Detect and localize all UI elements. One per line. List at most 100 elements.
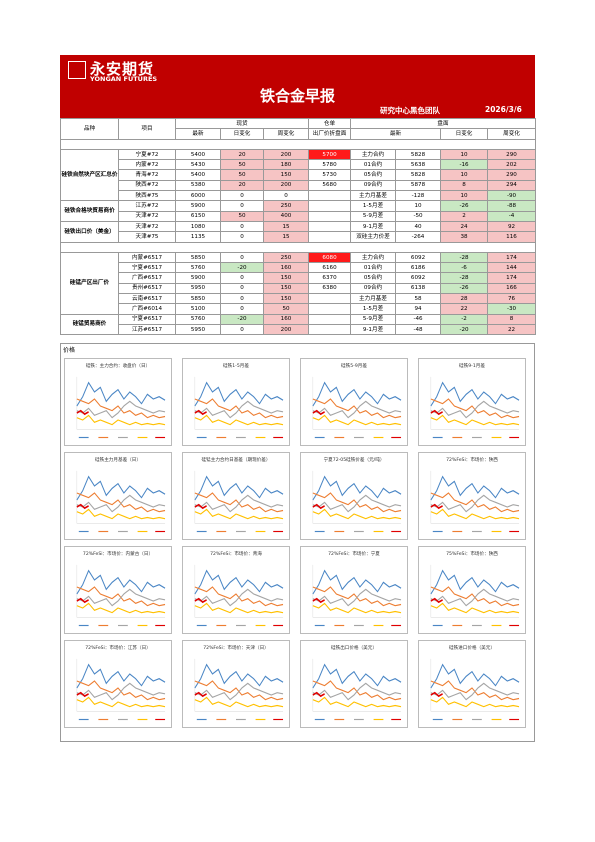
- chart-title: 硅铁主力月基差（日）: [95, 458, 141, 463]
- cell: 青海#72: [118, 169, 176, 181]
- cell: 1135: [175, 231, 221, 243]
- cell: 6080: [308, 251, 352, 264]
- cell: [308, 200, 352, 212]
- cell: 150: [262, 282, 310, 295]
- chart-title: 硅铁进口价格（美元）: [449, 646, 495, 651]
- cell: 116: [487, 231, 537, 243]
- chart-title: 72%FeSi：市场价：江苏（日）: [85, 646, 151, 651]
- cell: 0: [220, 200, 264, 212]
- cell: 5638: [395, 159, 442, 171]
- cell: 5760: [175, 313, 221, 325]
- logo-subtext: YONGAN FUTURES: [90, 75, 158, 83]
- header-cell: 盘面: [350, 117, 537, 130]
- cell: 5730: [308, 169, 352, 181]
- chart-title: 72%FeSi：市场价：天津（日）: [203, 646, 269, 651]
- chart-title: 硅锰主力合约日基差（期现价差）: [201, 458, 271, 463]
- cell: 5380: [175, 179, 221, 192]
- cell: 主力合约: [350, 251, 397, 264]
- chart-title: 硅铁出口价格（美元）: [331, 646, 377, 651]
- chart-lines: [431, 565, 519, 626]
- data-row: 广西#6014 5100 0 50 1-5月差 94 22 -30: [61, 303, 537, 315]
- cell: 天津#75: [118, 231, 176, 243]
- chart-panel: 72%FeSi：市场价：天津（日）: [182, 640, 290, 728]
- cell: 5700: [308, 148, 352, 161]
- data-row: 贵州#6517 5950 0 150 6380 09合约 6138 -26 166: [61, 282, 537, 295]
- header-cell: 最新: [350, 128, 442, 140]
- cell: [308, 231, 352, 243]
- cell: 5680: [308, 179, 352, 192]
- cell: 云南#6517: [118, 293, 176, 305]
- cell: 10: [440, 190, 489, 202]
- group-label: 硅锰贸易商价: [60, 313, 119, 336]
- cell: 0: [220, 282, 264, 295]
- chart-title: 宁夏72-05硅铁价差（元/吨）: [323, 458, 385, 463]
- chart-panel: 宁夏72-05硅铁价差（元/吨）: [300, 452, 408, 540]
- chart-title: 硅铁5-9月差: [341, 364, 367, 369]
- data-row: 云南#6517 5850 0 150 主力月基差 58 28 76: [61, 293, 537, 305]
- cell: 陕西#72: [118, 179, 176, 192]
- cell: 290: [487, 148, 537, 161]
- header: 永安期货 YONGAN FUTURES 铁合金早报 研究中心黑色团队 2026/…: [60, 55, 535, 118]
- data-row: 硅锰贸易商价 宁夏#6517 5760 -20 160 5-9月差 -46 -2 8: [60, 313, 537, 336]
- chart-thumbnail: [187, 371, 285, 441]
- chart-panel: 硅铁5-9月差: [300, 358, 408, 446]
- cell: 5950: [175, 323, 221, 336]
- chart-panel: 72%FeSi：市场价：内蒙古（日）: [64, 546, 172, 634]
- data-row: 宁夏#6517 5760 -20 160 6160 01合约 6186 -6 144: [61, 262, 537, 274]
- cell: 宁夏#6517: [118, 262, 176, 274]
- cell: 15: [262, 220, 310, 233]
- cell: 6186: [395, 262, 442, 274]
- cell: 0: [220, 190, 264, 202]
- chart-title: 75%FeSi：市场价：陕西: [446, 552, 498, 557]
- chart-thumbnail: [187, 559, 285, 629]
- data-row: 内蒙#72 5430 50 180 5780 01合约 5638 -16 202: [61, 159, 537, 171]
- chart-lines: [313, 471, 401, 532]
- cell: -4: [487, 210, 537, 222]
- header-cell: 仓单: [308, 117, 352, 130]
- cell: -26: [440, 282, 489, 295]
- cell: 174: [487, 251, 537, 264]
- header-cell: 项目: [118, 118, 176, 140]
- cell: 294: [487, 179, 537, 192]
- logo-text: 永安期货: [90, 60, 155, 78]
- cell: 6370: [308, 272, 352, 284]
- cell: 主力月基差: [350, 293, 397, 305]
- header-cell: 品种: [60, 118, 119, 140]
- chart-panel: 75%FeSi：市场价：陕西: [418, 546, 526, 634]
- cell: 202: [487, 159, 537, 171]
- cell: 5-9月差: [350, 210, 397, 222]
- cell: 6092: [395, 251, 442, 264]
- cell: 8: [487, 313, 537, 325]
- chart-panel: 72%FeSi：市场价：宁夏: [300, 546, 408, 634]
- cell: 0: [220, 293, 264, 305]
- chart-title: 72%FeSi：市场价：陕西: [446, 458, 498, 463]
- chart-title: 硅铁9-1月差: [459, 364, 485, 369]
- cell: 290: [487, 169, 537, 181]
- cell: 160: [262, 313, 310, 325]
- header-cell: 周变化: [262, 128, 310, 140]
- cell: -20: [440, 323, 489, 336]
- spacer: [59, 138, 537, 150]
- chart-title: 72%FeSi：市场价：宁夏: [328, 552, 380, 557]
- cell: 陕西#75: [118, 190, 176, 202]
- cell: 6150: [175, 210, 221, 222]
- cell: 15: [262, 231, 310, 243]
- cell: -46: [395, 313, 442, 325]
- cell: 76: [487, 293, 537, 305]
- cell: -264: [395, 231, 442, 243]
- cell: 250: [262, 251, 310, 264]
- cell: 5900: [175, 272, 221, 284]
- cell: 5400: [175, 148, 221, 161]
- cell: 主力合约: [350, 148, 397, 161]
- cell: 5760: [175, 262, 221, 274]
- cell: 宁夏#72: [118, 148, 176, 161]
- header-cell: 日变化: [440, 128, 489, 140]
- chart-lines: [431, 471, 519, 532]
- chart-lines: [313, 377, 401, 438]
- cell: -6: [440, 262, 489, 274]
- logo-icon: [68, 61, 86, 79]
- cell: -28: [440, 272, 489, 284]
- header-cell: 出厂价折盘面: [308, 128, 352, 140]
- data-row: 天津#72 6150 50 400 5-9月差 -50 2 -4: [61, 210, 537, 222]
